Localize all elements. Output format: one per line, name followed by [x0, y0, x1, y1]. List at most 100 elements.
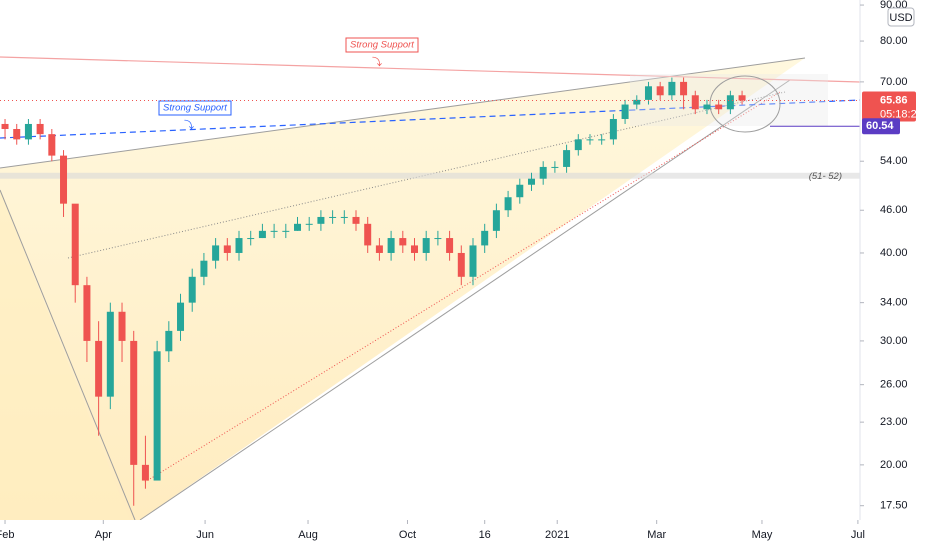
candle-body [106, 311, 114, 397]
annotation: Strong Support [163, 103, 227, 114]
candle-body [118, 311, 126, 341]
candle-body [551, 166, 559, 168]
x-tick-label: Jul [851, 529, 865, 541]
zone [0, 172, 860, 179]
x-tick-label: Mar [647, 529, 666, 541]
candle-body [71, 203, 79, 286]
y-tick-label: 70.00 [880, 76, 908, 88]
candle-body [539, 166, 547, 179]
x-tick-label: 16 [479, 529, 491, 541]
candle-body [375, 245, 383, 253]
candle-body [609, 118, 617, 140]
candle-body [422, 238, 430, 253]
y-tick-label: 46.00 [880, 204, 908, 216]
candle-body [715, 104, 723, 110]
candle-body [270, 230, 278, 232]
candle-body [130, 340, 138, 465]
last-price-label: 65.86 [880, 94, 908, 106]
annotation-box [345, 37, 419, 53]
candle-body [586, 139, 594, 141]
x-tick-label: Aug [298, 529, 318, 541]
candle-body [247, 238, 255, 240]
trend-line [144, 91, 781, 483]
candle-body [563, 150, 571, 167]
candle-body [235, 238, 243, 253]
candle-body [141, 464, 149, 481]
axes: 17.50 20.00 23.00 26.00 30.00 34.00 40.00 46.00… [0, 0, 923, 541]
candle-body [691, 95, 699, 110]
candle-body [738, 95, 746, 101]
trend-line [139, 79, 791, 521]
y-tick-label: 54.00 [880, 155, 908, 167]
candle-body [387, 238, 395, 253]
candle-body [574, 139, 582, 151]
candle-body [644, 86, 652, 100]
candle-body [446, 238, 454, 253]
candle-body [223, 245, 231, 253]
wedge-fill [0, 58, 805, 520]
y-tick-label: 80.00 [880, 35, 908, 47]
candle-body [24, 123, 32, 140]
candle-body [410, 245, 418, 253]
candle-body [469, 245, 477, 277]
x-tick-label: May [752, 529, 773, 541]
candle-body [434, 238, 442, 240]
candle-body [317, 216, 325, 224]
candle-body [527, 178, 535, 185]
candle-body [95, 340, 103, 397]
candle-body [656, 86, 664, 96]
wedge-lower-fill [0, 190, 130, 520]
candle-body [340, 216, 348, 218]
candle-body [165, 330, 173, 352]
y-tick-label: 90.00 [880, 0, 908, 11]
annotation-box [158, 100, 232, 116]
candle-body [703, 104, 711, 110]
highlight-ellipse [709, 75, 781, 133]
candle-body [680, 81, 688, 96]
candle-body [492, 210, 500, 231]
candle-body [633, 99, 641, 105]
y-tick-label: 40.00 [880, 247, 908, 259]
candle-body [83, 285, 91, 341]
resistance-line [0, 56, 861, 83]
candle-body [352, 216, 360, 224]
candle-body [668, 81, 676, 96]
currency: USD [889, 12, 912, 24]
support-line [0, 99, 861, 139]
x-tick-label: Apr [95, 529, 112, 541]
x-tick-label: Oct [399, 529, 416, 541]
last-price-box [862, 91, 916, 122]
x-tick-label: 2021 [545, 529, 569, 541]
candle-body [481, 230, 489, 246]
candle-body [212, 245, 220, 261]
zone-label: (51- 52) [809, 171, 842, 182]
currency-box [887, 7, 915, 27]
trend-line [0, 189, 136, 521]
y-tick-label: 23.00 [880, 416, 908, 428]
candle-body [294, 223, 302, 231]
countdown-label: 05:18:29 [880, 108, 923, 120]
candle-body [48, 134, 56, 156]
candle-body [726, 95, 734, 110]
candle-body [258, 230, 266, 239]
candle-body [177, 302, 185, 331]
annotation-arrow: ⤵ [184, 120, 194, 132]
annotation: Strong Support [350, 40, 414, 51]
candle-body [282, 230, 290, 232]
candle-body [36, 123, 44, 135]
y-tick-label: 20.00 [880, 459, 908, 471]
candle-body [399, 238, 407, 246]
candle-body [516, 184, 524, 198]
price-scale-bg [860, 0, 932, 520]
candle-body [305, 223, 313, 225]
candle-body [153, 351, 161, 481]
candle-body [329, 216, 337, 218]
y-tick-label: 30.00 [880, 335, 908, 347]
candle-body [60, 155, 68, 204]
annotation-arrow: ⤵ [372, 57, 382, 69]
y-tick-label: 17.50 [880, 500, 908, 512]
candle-body [13, 129, 21, 140]
candle-body [1, 123, 9, 130]
candle-body [188, 276, 196, 303]
